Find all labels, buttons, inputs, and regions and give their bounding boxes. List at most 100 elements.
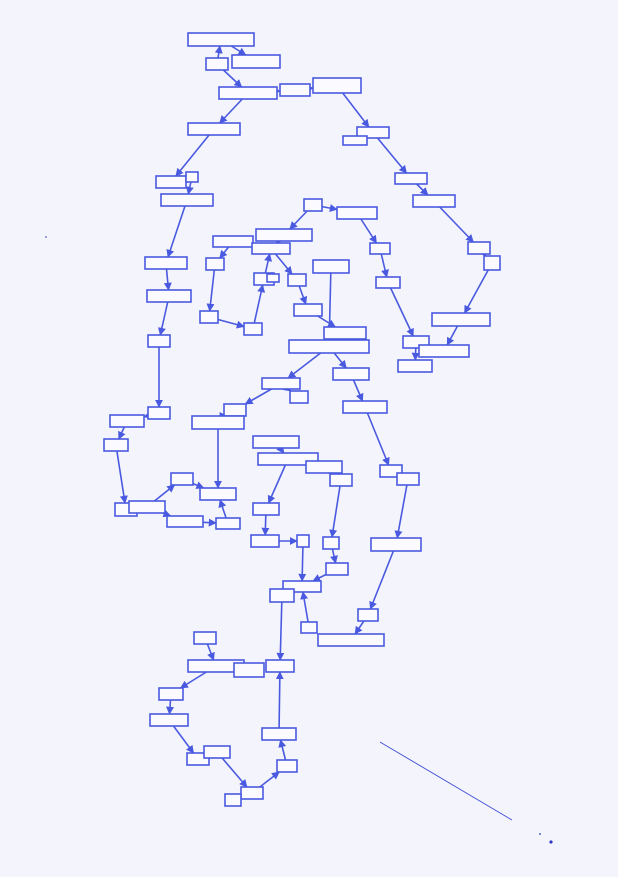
graph-node	[199, 487, 237, 501]
graph-node	[357, 608, 379, 622]
graph-node	[205, 257, 225, 271]
node-box	[187, 122, 241, 136]
edge-arrow	[439, 206, 474, 243]
node-box	[218, 86, 278, 100]
graph-node	[266, 273, 280, 283]
edge-arrow	[360, 218, 378, 244]
node-box	[251, 242, 291, 255]
graph-node	[397, 359, 433, 373]
node-box	[332, 367, 370, 381]
edge-arrow	[179, 671, 207, 689]
node-box	[185, 171, 199, 183]
node-box	[282, 580, 322, 593]
node-box	[224, 793, 242, 807]
graph-node	[303, 198, 323, 212]
node-box	[193, 631, 217, 645]
edge-arrow	[275, 671, 284, 729]
node-box	[199, 487, 237, 501]
edge-arrow	[157, 301, 169, 336]
node-box	[266, 273, 280, 283]
graph-node	[233, 662, 265, 678]
node-box	[312, 77, 362, 94]
graph-node	[289, 390, 309, 404]
node-box	[255, 228, 313, 242]
graph-node	[261, 377, 301, 390]
node-box	[191, 415, 245, 430]
graph-node	[418, 344, 470, 358]
node-box	[300, 621, 318, 634]
node-box	[109, 414, 145, 428]
graph-node	[322, 536, 340, 550]
graph-node	[252, 502, 280, 516]
graph-node	[356, 126, 390, 139]
node-box	[128, 500, 166, 514]
edge-arrow	[380, 253, 389, 278]
node-box	[158, 687, 184, 701]
edge-arrow	[300, 591, 309, 623]
edge-arrow	[411, 347, 420, 361]
graph-node	[155, 175, 187, 189]
node-box	[205, 57, 229, 71]
node-box	[396, 472, 420, 486]
node-box	[336, 206, 378, 220]
node-box	[431, 312, 491, 327]
node-box	[287, 273, 307, 287]
graph-node	[203, 745, 231, 759]
node-box	[212, 235, 254, 248]
graph-node	[250, 534, 280, 548]
node-box	[418, 344, 470, 358]
node-box	[269, 588, 295, 603]
node-box	[103, 438, 129, 452]
edge-arrow	[230, 45, 247, 56]
edge-arrow	[278, 739, 287, 761]
edge-arrow	[333, 352, 347, 369]
node-box	[257, 452, 319, 466]
graph-node	[375, 276, 401, 289]
graph-node	[103, 438, 129, 452]
edge-arrow	[217, 318, 245, 329]
edge-arrow	[369, 550, 395, 610]
stray-pen-dot	[539, 833, 541, 835]
node-box	[483, 255, 501, 271]
edge-arrow	[118, 426, 126, 440]
graph-node	[467, 241, 491, 255]
graph-node	[191, 415, 245, 430]
graph-node	[224, 793, 242, 807]
node-box	[252, 435, 300, 449]
graph-node	[240, 786, 264, 800]
edge-arrow	[206, 643, 215, 661]
edge-arrow	[463, 269, 489, 314]
edge-arrow	[329, 485, 341, 538]
edge-arrow	[166, 205, 186, 258]
graph-node	[185, 171, 199, 183]
edge-arrow	[163, 268, 172, 291]
edge-arrow	[219, 246, 230, 259]
node-box	[369, 242, 391, 255]
node-box	[412, 194, 456, 208]
node-box	[375, 276, 401, 289]
node-box	[146, 289, 192, 303]
node-box	[312, 259, 350, 274]
graph-node	[205, 57, 229, 71]
node-box	[147, 334, 171, 348]
graph-node	[269, 588, 295, 603]
graph-node	[370, 537, 422, 552]
node-box	[155, 175, 187, 189]
graph-node	[312, 259, 350, 274]
node-box	[149, 713, 189, 727]
node-box	[231, 54, 281, 69]
edge-arrow	[172, 725, 195, 754]
node-box	[252, 502, 280, 516]
edge-arrow	[354, 620, 365, 635]
graph-node	[312, 77, 362, 94]
node-box	[288, 339, 370, 354]
graph-node	[369, 242, 391, 255]
node-box	[397, 359, 433, 373]
graph-node	[158, 687, 184, 701]
edge-arrow	[389, 287, 414, 337]
edge-arrow	[394, 484, 408, 539]
graph-node	[257, 452, 319, 466]
node-box	[357, 608, 379, 622]
graph-node	[144, 256, 188, 270]
graph-node	[342, 135, 368, 146]
